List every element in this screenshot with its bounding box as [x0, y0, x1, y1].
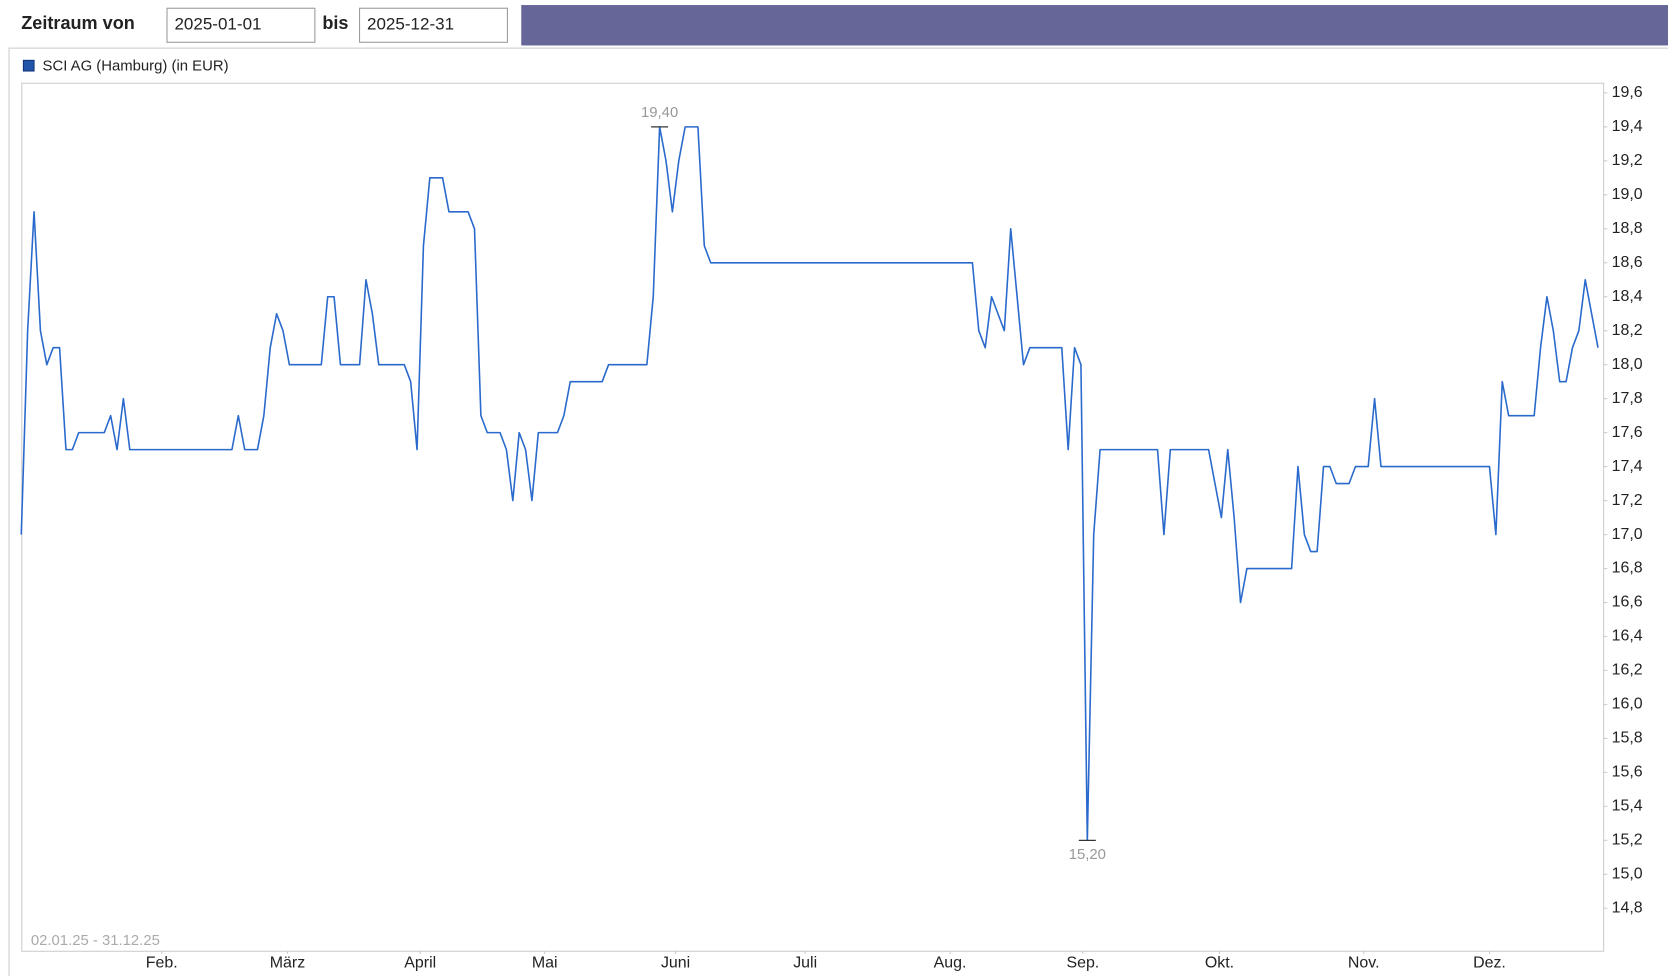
y-tick-label: 15,6 [1612, 764, 1643, 781]
y-tick-label: 18,0 [1612, 356, 1643, 373]
x-tick-label: Nov. [1348, 955, 1380, 972]
to-label: bis [322, 13, 348, 33]
chart-panel [8, 47, 1668, 976]
y-tick-label: 17,8 [1612, 390, 1643, 407]
y-tick-label: 15,0 [1612, 866, 1643, 883]
x-tick-label: Feb. [146, 955, 178, 972]
to-input[interactable] [359, 7, 508, 43]
legend-swatch [22, 59, 35, 72]
x-tick-label: April [404, 955, 436, 972]
range-note: 02.01.25 - 31.12.25 [31, 933, 160, 949]
y-tick-label: 19,6 [1612, 84, 1643, 101]
to-value[interactable]: 2025-12-31 [367, 15, 454, 34]
x-tick-label: Aug. [934, 955, 967, 972]
y-tick-label: 15,4 [1612, 798, 1643, 815]
y-tick-label: 18,6 [1612, 254, 1643, 271]
x-tick-label: Mai [532, 955, 558, 972]
y-tick-label: 16,6 [1612, 594, 1643, 611]
x-tick-label: Dez. [1473, 955, 1506, 972]
y-tick-label: 19,2 [1612, 152, 1643, 169]
y-tick-label: 15,8 [1612, 730, 1643, 747]
from-label: Zeitraum von [21, 13, 135, 33]
y-tick-label: 17,0 [1612, 526, 1643, 543]
value-label: 15,20 [1069, 847, 1106, 863]
from-input[interactable] [166, 7, 316, 43]
price-line [20, 126, 1599, 842]
legend-label: SCI AG (Hamburg) (in EUR) [43, 59, 229, 75]
from-value[interactable]: 2025-01-01 [174, 15, 261, 34]
x-tick-label: Juli [793, 955, 817, 972]
y-tick-label: 19,0 [1612, 186, 1643, 203]
y-tick-label: 17,4 [1612, 458, 1643, 475]
y-tick-label: 14,8 [1612, 899, 1643, 916]
y-tick-label: 15,2 [1612, 832, 1643, 849]
y-tick-label: 19,4 [1612, 118, 1643, 135]
y-tick-label: 16,2 [1612, 662, 1643, 679]
y-tick-label: 18,4 [1612, 288, 1643, 305]
y-tick-label: 16,8 [1612, 560, 1643, 577]
x-tick-label: März [270, 955, 305, 972]
x-tick-label: Okt. [1205, 955, 1234, 972]
y-tick-label: 17,6 [1612, 424, 1643, 441]
y-tick-label: 18,8 [1612, 220, 1643, 237]
value-label: 19,40 [641, 105, 678, 121]
x-tick-label: Sep. [1066, 955, 1099, 972]
header-band [521, 5, 1668, 46]
y-tick-label: 18,2 [1612, 322, 1643, 339]
y-tick-label: 16,0 [1612, 696, 1643, 713]
x-tick-label: Juni [661, 955, 690, 972]
y-tick-label: 17,2 [1612, 492, 1643, 509]
y-tick-label: 16,4 [1612, 628, 1643, 645]
